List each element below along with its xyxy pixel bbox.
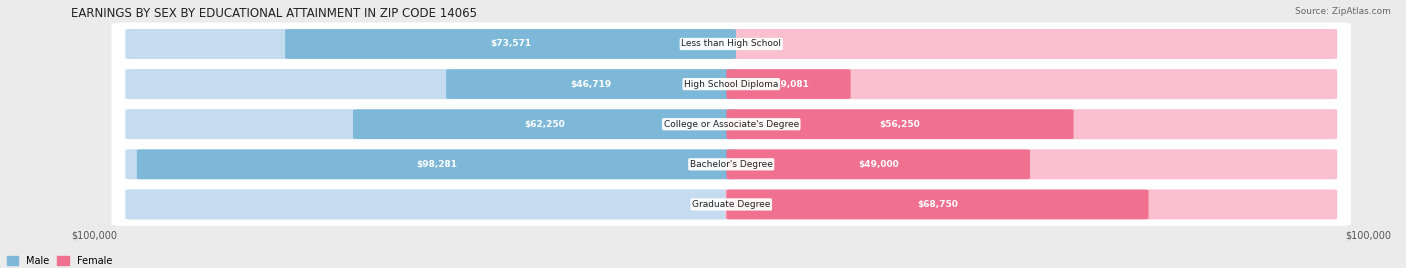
FancyBboxPatch shape	[111, 143, 1351, 186]
Text: $56,250: $56,250	[880, 120, 921, 129]
FancyBboxPatch shape	[725, 109, 1337, 139]
FancyBboxPatch shape	[446, 69, 737, 99]
FancyBboxPatch shape	[136, 150, 737, 179]
FancyBboxPatch shape	[725, 69, 1337, 99]
FancyBboxPatch shape	[111, 63, 1351, 106]
FancyBboxPatch shape	[125, 189, 737, 219]
Text: Bachelor's Degree: Bachelor's Degree	[690, 160, 773, 169]
FancyBboxPatch shape	[111, 103, 1351, 146]
Legend: Male, Female: Male, Female	[3, 252, 115, 268]
Text: Source: ZipAtlas.com: Source: ZipAtlas.com	[1295, 7, 1391, 16]
FancyBboxPatch shape	[353, 109, 737, 139]
Text: $0: $0	[749, 39, 762, 49]
FancyBboxPatch shape	[125, 69, 737, 99]
Text: Less than High School: Less than High School	[682, 39, 782, 49]
Text: $46,719: $46,719	[571, 80, 612, 89]
FancyBboxPatch shape	[725, 149, 1337, 179]
Text: $73,571: $73,571	[491, 39, 531, 49]
Text: High School Diploma: High School Diploma	[685, 80, 779, 89]
FancyBboxPatch shape	[111, 23, 1351, 65]
Text: $98,281: $98,281	[416, 160, 457, 169]
FancyBboxPatch shape	[727, 190, 1149, 219]
FancyBboxPatch shape	[111, 183, 1351, 226]
FancyBboxPatch shape	[125, 109, 737, 139]
Text: $49,000: $49,000	[858, 160, 898, 169]
Text: $0: $0	[702, 200, 713, 209]
Text: $19,081: $19,081	[768, 80, 808, 89]
Text: $100,000: $100,000	[1346, 230, 1391, 240]
Text: $68,750: $68,750	[917, 200, 957, 209]
FancyBboxPatch shape	[125, 29, 737, 59]
Text: EARNINGS BY SEX BY EDUCATIONAL ATTAINMENT IN ZIP CODE 14065: EARNINGS BY SEX BY EDUCATIONAL ATTAINMEN…	[72, 7, 477, 20]
FancyBboxPatch shape	[725, 189, 1337, 219]
Text: $62,250: $62,250	[524, 120, 565, 129]
Text: Graduate Degree: Graduate Degree	[692, 200, 770, 209]
FancyBboxPatch shape	[285, 29, 737, 59]
FancyBboxPatch shape	[125, 149, 737, 179]
Text: $100,000: $100,000	[72, 230, 117, 240]
FancyBboxPatch shape	[727, 69, 851, 99]
Text: College or Associate's Degree: College or Associate's Degree	[664, 120, 799, 129]
FancyBboxPatch shape	[725, 29, 1337, 59]
FancyBboxPatch shape	[727, 109, 1074, 139]
FancyBboxPatch shape	[727, 150, 1031, 179]
